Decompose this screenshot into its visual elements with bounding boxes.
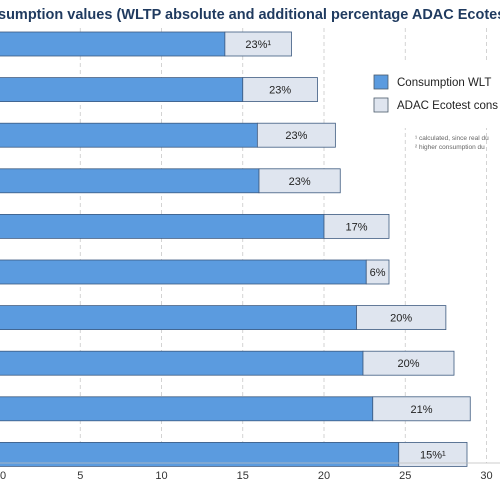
bar-wltp [0,350,364,376]
x-axis-ticks: 0 5 10 15 20 25 30 [0,462,500,482]
footnote-2: ² higher consumption du [415,144,485,151]
x-tick-label: 15 [237,470,249,482]
legend-swatch-wltp [373,74,389,90]
legend-background [360,62,500,128]
bar-ecotest [398,441,468,467]
x-tick-label: 5 [77,470,83,482]
bar-data-label: 23%¹ [245,39,271,51]
bar-ecotest [372,396,471,422]
data-labels: 23%¹ 23% 23% 23% 17% 6% 20% 20% 21% 15%¹ [245,39,446,461]
bar-wltp [0,441,400,467]
footnotes: ¹ calculated, since real du ² higher con… [415,135,489,151]
x-tick-label: 0 [0,470,6,482]
bar-data-label: 20% [390,313,412,325]
bar-wltp [0,31,226,57]
bar-data-label: 6% [370,267,386,279]
bar-data-label: 23% [285,130,307,142]
footnote-1: ¹ calculated, since real du [415,135,489,142]
bar-wltp [0,305,357,331]
bars [0,31,471,467]
bar-ecotest [256,122,336,148]
bar-ecotest [258,168,341,194]
x-tick-label: 10 [155,470,167,482]
bar-ecotest [356,305,447,331]
legend-label-ecotest: ADAC Ecotest cons [397,100,498,112]
bar-ecotest [224,31,292,57]
legend: Consumption WLT ADAC Ecotest cons [360,62,500,128]
x-tick-label: 25 [399,470,411,482]
bar-data-label: 21% [410,404,432,416]
bar-ecotest [323,213,390,239]
bar-wltp [0,259,367,285]
bar-wltp [0,168,260,194]
bar-data-label: 23% [289,176,311,188]
legend-label-wltp: Consumption WLT [397,77,491,89]
bar-wltp [0,396,374,422]
legend-swatch-ecotest [373,97,389,113]
chart-title: sumption values (WLTP absolute and addit… [0,7,500,23]
bar-data-label: 20% [397,358,419,370]
bar-ecotest [242,77,318,102]
bar-wltp [0,77,244,102]
bar-data-label: 23% [269,85,291,97]
bar-wltp [0,122,258,148]
bar-data-label: 15%¹ [420,449,446,461]
x-tick-label: 20 [318,470,330,482]
bar-data-label: 17% [345,221,367,233]
bar-ecotest [362,350,455,376]
bar-wltp [0,213,325,239]
x-tick-label: 30 [480,470,492,482]
bar-ecotest [365,259,390,285]
